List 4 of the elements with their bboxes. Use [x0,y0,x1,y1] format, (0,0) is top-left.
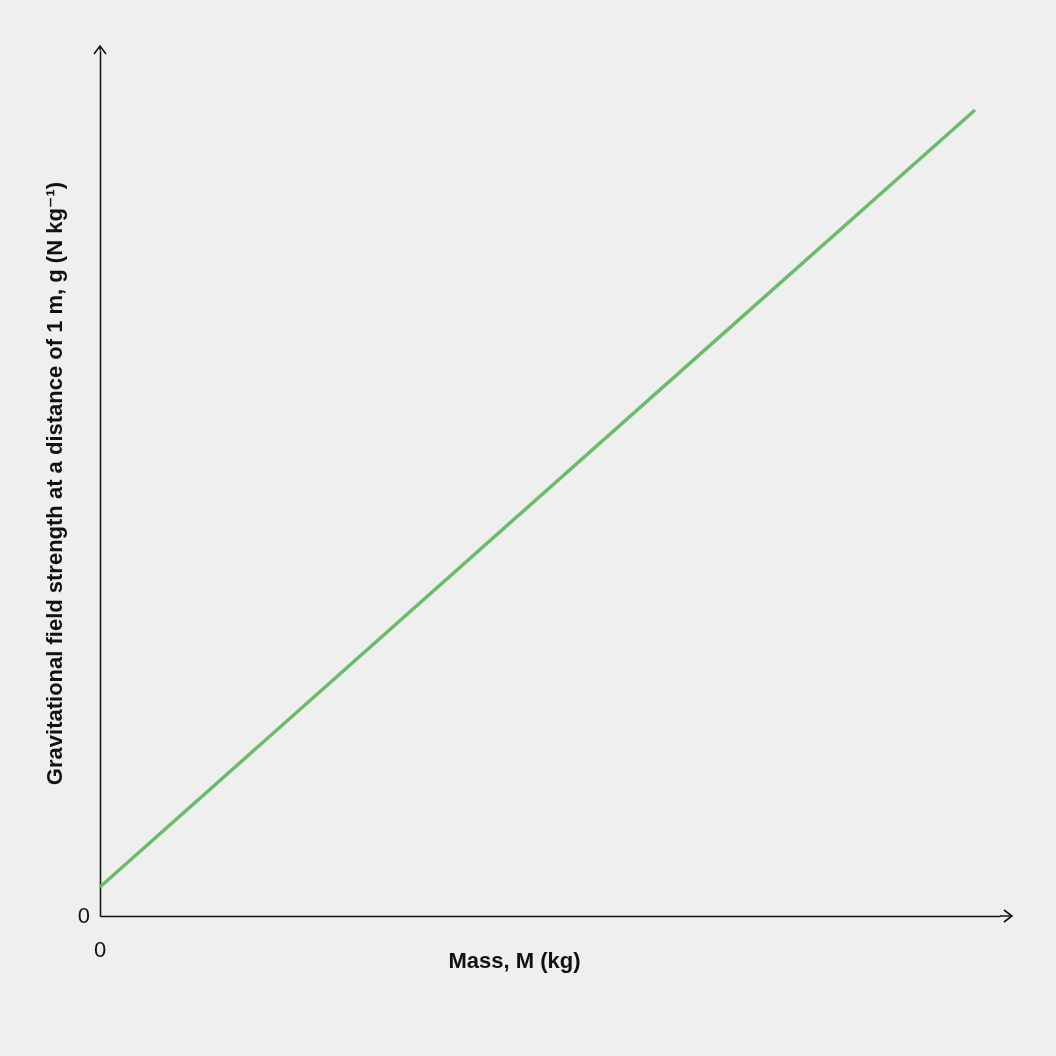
text: 0 [93,937,107,962]
y-axis-title: Gravitational field strength at a distance of 1 m, g (N kg⁻¹) [41,181,67,786]
annotation: 0 [77,903,90,928]
x-axis-title: Mass, M (kg) [448,947,581,973]
